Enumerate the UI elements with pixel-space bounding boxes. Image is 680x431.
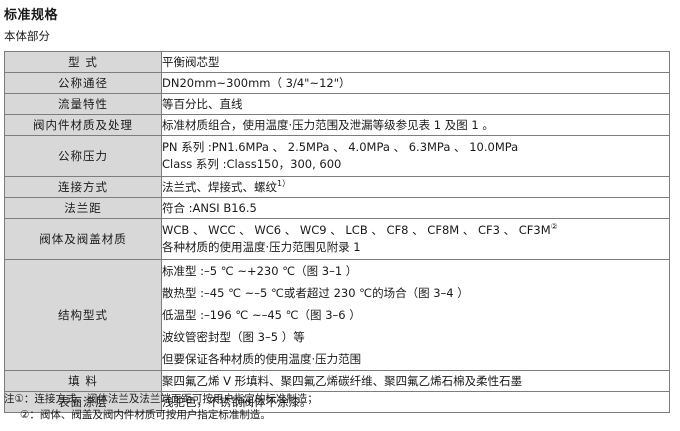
row-value-packing: 聚四氟乙烯 V 形填料、聚四氟乙烯碳纤维、聚四氟乙烯石棉及柔性石墨 xyxy=(161,370,670,392)
value-line: DN20mm~300mm（ 3/4"~12"） xyxy=(162,75,351,90)
row-value-trim-material: 标准材质组合，使用温度·压力范围及泄漏等级参见表 1 及图 1 。 xyxy=(161,114,670,136)
row-label-type: 型 式 xyxy=(4,51,162,73)
value-line: 散热型 :–45 ℃ ~–5 ℃或者超过 230 ℃的场合（图 3–4 ） xyxy=(162,286,469,300)
page-title: 标准规格 xyxy=(4,8,59,23)
value-line: 法兰式、焊接式、螺纹1） xyxy=(162,178,669,195)
spec-table-body: 型 式 平衡阀芯型 公称通径 DN20mm~300mm（ 3/4"~12"） 流… xyxy=(4,51,670,413)
footnote-line-2: ②：阀体、阀盖及阀内件材质可按用户指定标准制造。 xyxy=(20,409,271,421)
row-value-structure-type: 标准型 :–5 ℃ ~+230 ℃（图 3–1 ） 散热型 :–45 ℃ ~–5… xyxy=(161,259,670,371)
row-label-flow-characteristic: 流量特性 xyxy=(4,93,162,115)
footnote-line-1: 注①：连接方式、阀体法兰及法兰端面距可按用户指定的标准制造； xyxy=(4,393,318,405)
footnotes-block: 注①：连接方式、阀体法兰及法兰端面距可按用户指定的标准制造； ②：阀体、阀盖及阀… xyxy=(4,391,318,423)
row-value-flange-distance: 符合 :ANSI B16.5 xyxy=(161,197,670,219)
value-line: PN 系列 :PN1.6MPa 、 2.5MPa 、 4.0MPa 、 6.3M… xyxy=(162,140,519,154)
table-row: 阀内件材质及处理 标准材质组合，使用温度·压力范围及泄漏等级参见表 1 及图 1… xyxy=(4,114,670,136)
row-label-flange-distance: 法兰距 xyxy=(4,197,162,219)
table-row: 填 料 聚四氟乙烯 V 形填料、聚四氟乙烯碳纤维、聚四氟乙烯石棉及柔性石墨 xyxy=(4,370,670,392)
row-value-nominal-diameter: DN20mm~300mm（ 3/4"~12"） xyxy=(161,72,670,94)
value-line: Class 系列 :Class150，300, 600 xyxy=(162,157,342,171)
table-row: 法兰距 符合 :ANSI B16.5 xyxy=(4,197,670,219)
table-row: 型 式 平衡阀芯型 xyxy=(4,51,670,73)
row-value-type: 平衡阀芯型 xyxy=(161,51,670,73)
row-label-body-bonnet-material: 阀体及阀盖材质 xyxy=(4,218,162,260)
value-line: 标准型 :–5 ℃ ~+230 ℃（图 3–1 ） xyxy=(162,264,358,278)
value-text: 法兰式、焊接式、螺纹 xyxy=(162,179,277,194)
page-subtitle: 本体部分 xyxy=(4,29,50,43)
row-label-trim-material: 阀内件材质及处理 xyxy=(4,114,162,136)
footnote-marker-1: 1） xyxy=(277,178,291,188)
row-label-surface-coating: 表面涂层 xyxy=(4,391,162,413)
table-row: 结构型式 标准型 :–5 ℃ ~+230 ℃（图 3–1 ） 散热型 :–45 … xyxy=(4,259,670,371)
value-line: 标准材质组合，使用温度·压力范围及泄漏等级参见表 1 及图 1 。 xyxy=(162,117,494,132)
table-row: 流量特性 等百分比、直线 xyxy=(4,93,670,115)
table-row: 阀体及阀盖材质 WCB 、 WCC 、 WC6 、 WC9 、 LCB 、 CF… xyxy=(4,218,670,260)
table-row: 公称压力 PN 系列 :PN1.6MPa 、 2.5MPa 、 4.0MPa 、… xyxy=(4,135,670,177)
value-line: 聚四氟乙烯 V 形填料、聚四氟乙烯碳纤维、聚四氟乙烯石棉及柔性石墨 xyxy=(162,373,523,388)
table-row: 连接方式 法兰式、焊接式、螺纹1） xyxy=(4,176,670,198)
value-line: 浅驼色，不锈钢阀体不涂漆。 xyxy=(162,394,312,409)
value-line: 平衡阀芯型 xyxy=(162,54,220,69)
value-line: 各种材质的使用温度·压力范围见附录 1 xyxy=(162,240,361,254)
value-line: 符合 :ANSI B16.5 xyxy=(162,200,257,215)
row-value-nominal-pressure: PN 系列 :PN1.6MPa 、 2.5MPa 、 4.0MPa 、 6.3M… xyxy=(161,135,670,177)
specification-table: 型 式 平衡阀芯型 公称通径 DN20mm~300mm（ 3/4"~12"） 流… xyxy=(4,51,670,413)
table-row: 表面涂层 浅驼色，不锈钢阀体不涂漆。 xyxy=(4,391,670,413)
row-value-surface-coating: 浅驼色，不锈钢阀体不涂漆。 xyxy=(161,391,670,413)
row-value-flow-characteristic: 等百分比、直线 xyxy=(161,93,670,115)
table-row: 公称通径 DN20mm~300mm（ 3/4"~12"） xyxy=(4,72,670,94)
value-line: 低温型 :–196 ℃ ~–45 ℃（图 3–6 ） xyxy=(162,308,361,322)
value-line: 等百分比、直线 xyxy=(162,96,243,111)
row-value-body-bonnet-material: WCB 、 WCC 、 WC6 、 WC9 、 LCB 、 CF8 、 CF8M… xyxy=(161,218,670,260)
footnote-marker-2: ② xyxy=(550,222,558,232)
row-label-connection-type: 连接方式 xyxy=(4,176,162,198)
value-line: 波纹管密封型（图 3–5 ）等 xyxy=(162,330,305,344)
row-label-nominal-diameter: 公称通径 xyxy=(4,72,162,94)
row-label-packing: 填 料 xyxy=(4,370,162,392)
value-text: WCB 、 WCC 、 WC6 、 WC9 、 LCB 、 CF8 、 CF8M… xyxy=(162,223,551,237)
row-label-nominal-pressure: 公称压力 xyxy=(4,135,162,177)
value-line: 但要保证各种材质的使用温度·压力范围 xyxy=(162,352,362,366)
value-line: WCB 、 WCC 、 WC6 、 WC9 、 LCB 、 CF8 、 CF8M… xyxy=(162,222,669,239)
row-value-connection-type: 法兰式、焊接式、螺纹1） xyxy=(161,176,670,198)
row-label-structure-type: 结构型式 xyxy=(4,259,162,371)
